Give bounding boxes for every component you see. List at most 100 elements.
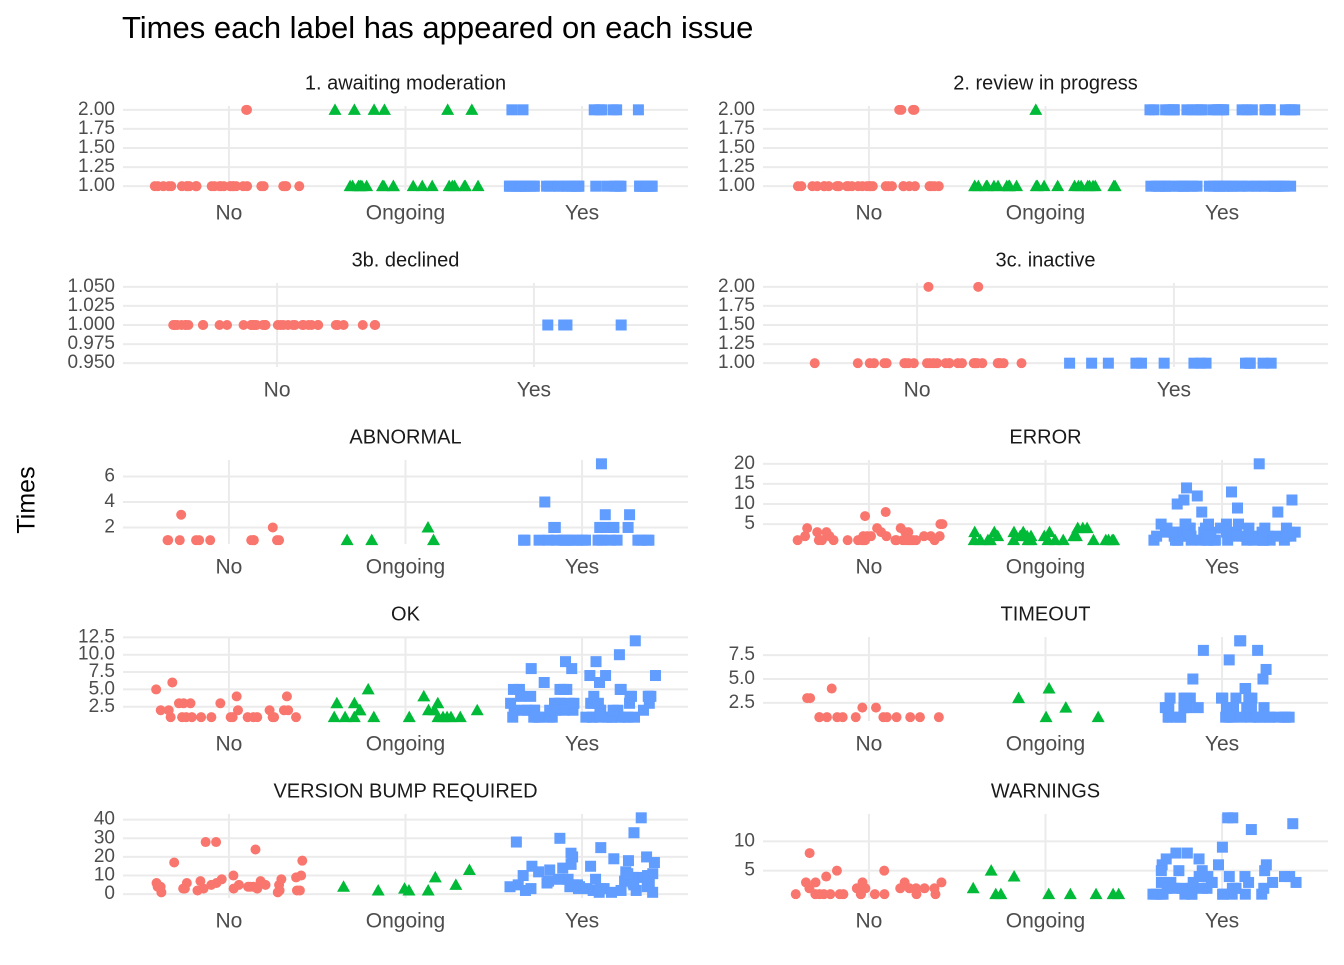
- point: [294, 181, 305, 192]
- point: [588, 690, 600, 702]
- point: [167, 677, 178, 688]
- point: [163, 705, 174, 716]
- point: [1223, 711, 1235, 723]
- point: [864, 181, 875, 192]
- point: [816, 535, 827, 546]
- point: [914, 712, 925, 723]
- point: [819, 181, 830, 192]
- panel-title: ABNORMAL: [349, 426, 461, 448]
- point: [1285, 180, 1297, 192]
- point: [1159, 526, 1171, 538]
- point: [508, 704, 520, 716]
- point: [526, 860, 538, 872]
- point: [1215, 522, 1227, 534]
- panel-title: VERSION BUMP REQUIRED: [273, 780, 537, 802]
- point: [1081, 179, 1095, 192]
- y-tick-label: 0.975: [67, 333, 115, 354]
- y-tick-label: 2.00: [78, 99, 115, 120]
- point: [643, 697, 655, 709]
- point: [283, 705, 294, 716]
- point: [513, 683, 525, 695]
- point: [546, 711, 558, 723]
- point: [185, 698, 196, 709]
- point: [832, 712, 843, 723]
- y-tick-label: 2: [104, 516, 115, 537]
- point: [968, 179, 982, 192]
- point: [647, 886, 659, 898]
- point: [622, 868, 634, 880]
- point: [921, 358, 932, 369]
- point: [1193, 853, 1205, 865]
- point: [417, 689, 431, 702]
- point: [458, 179, 472, 192]
- point: [312, 320, 323, 330]
- point: [641, 851, 653, 863]
- point: [1007, 870, 1021, 882]
- point: [809, 358, 820, 369]
- point: [649, 670, 661, 682]
- y-tick-label: 20: [734, 453, 755, 474]
- point: [272, 887, 283, 898]
- y-tick-label: 20: [94, 846, 115, 867]
- point: [628, 711, 640, 723]
- y-tick-label: 1.50: [78, 137, 115, 158]
- panel-title: 1. awaiting moderation: [305, 72, 506, 94]
- point: [1007, 533, 1021, 546]
- point: [1231, 530, 1243, 542]
- y-tick-label: 15: [734, 473, 755, 494]
- point: [471, 179, 485, 192]
- x-tick-label: Yes: [1157, 379, 1191, 402]
- x-tick-label: No: [856, 733, 883, 756]
- point: [634, 871, 646, 883]
- point: [611, 104, 623, 116]
- point: [298, 320, 309, 330]
- point: [587, 884, 599, 896]
- point: [1158, 357, 1170, 369]
- point: [1152, 180, 1164, 192]
- point: [1063, 887, 1077, 900]
- point: [1289, 104, 1301, 116]
- point: [1187, 673, 1199, 685]
- point: [1192, 702, 1204, 714]
- point: [343, 179, 357, 192]
- x-tick-label: Yes: [1205, 910, 1239, 933]
- point: [163, 535, 174, 546]
- point: [994, 887, 1008, 900]
- point: [1151, 530, 1163, 542]
- point: [1187, 180, 1199, 192]
- point: [987, 179, 1001, 192]
- point: [585, 860, 597, 872]
- y-tick-label: 1.25: [78, 156, 115, 177]
- point: [415, 179, 429, 192]
- point: [1235, 635, 1247, 647]
- point: [248, 712, 259, 723]
- point: [973, 281, 984, 292]
- y-tick-label: 10: [734, 493, 755, 514]
- y-tick-label: 1.75: [718, 295, 755, 316]
- point: [441, 103, 455, 115]
- point: [1056, 533, 1070, 546]
- point: [933, 712, 944, 723]
- x-tick-label: No: [264, 379, 291, 402]
- point: [255, 876, 266, 887]
- point: [891, 712, 902, 723]
- y-tick-label: 5: [744, 513, 755, 534]
- x-tick-label: Yes: [1205, 202, 1239, 225]
- point: [1196, 882, 1208, 894]
- point: [826, 683, 837, 694]
- point: [1239, 888, 1251, 900]
- y-tick-label: 1.75: [718, 118, 755, 139]
- point: [818, 889, 829, 900]
- point: [824, 531, 835, 542]
- point: [176, 509, 187, 520]
- point: [586, 711, 598, 723]
- point: [291, 712, 302, 723]
- point: [595, 842, 607, 854]
- point: [525, 690, 537, 702]
- point: [1245, 824, 1257, 836]
- point: [1179, 888, 1191, 900]
- y-tick-label: 2.5: [729, 692, 755, 713]
- point: [1167, 104, 1179, 116]
- point: [1030, 179, 1044, 192]
- x-tick-label: No: [216, 910, 243, 933]
